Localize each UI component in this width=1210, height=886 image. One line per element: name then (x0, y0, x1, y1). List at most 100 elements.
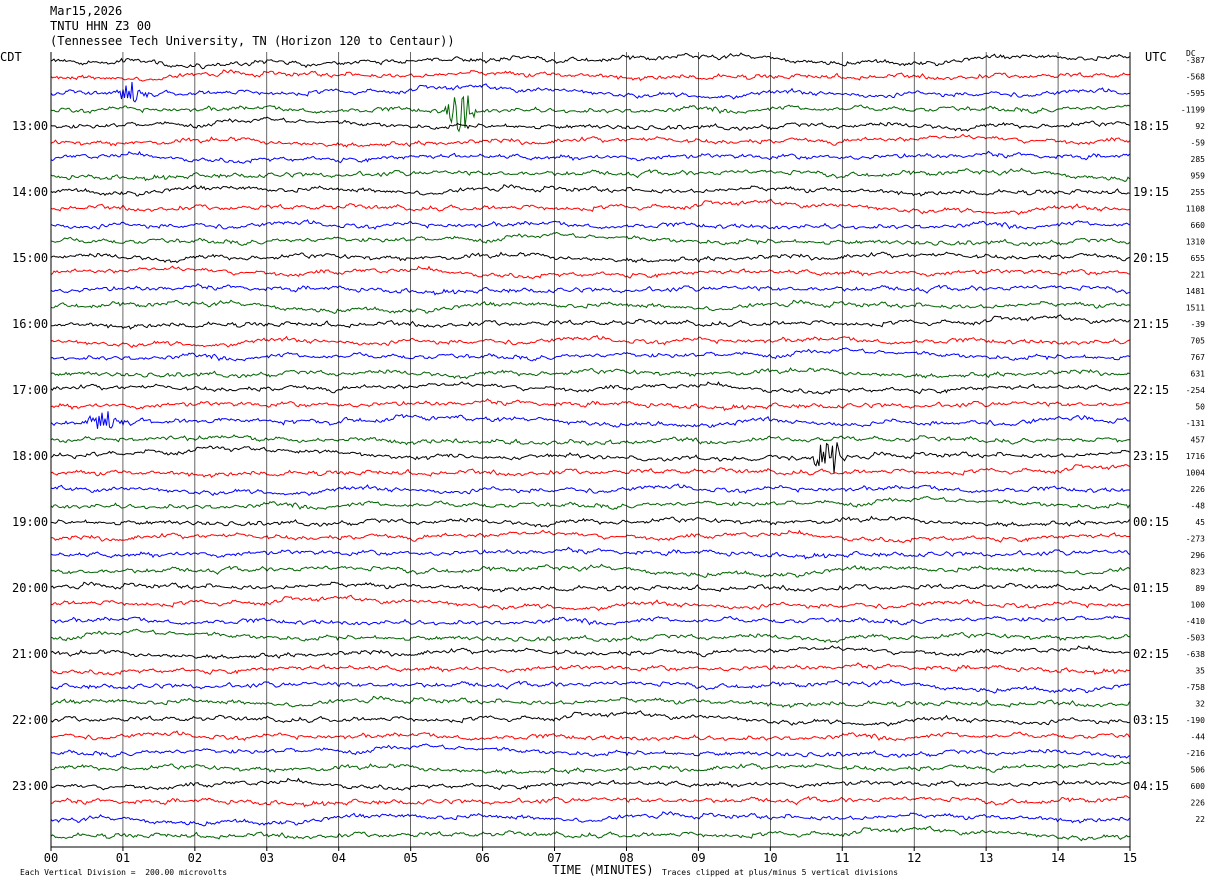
dc-offset-35: -503 (1186, 634, 1205, 643)
dc-offset-28: 45 (1195, 518, 1205, 527)
trace-46 (50, 811, 1130, 827)
dc-offset-14: 1481 (1186, 287, 1205, 296)
trace-27 (50, 495, 1130, 511)
dc-offset-22: -131 (1186, 419, 1205, 428)
trace-10 (50, 219, 1130, 230)
x-tick-label-8: 08 (619, 851, 633, 865)
dc-offset-7: 959 (1191, 172, 1206, 181)
x-tick-label-2: 02 (188, 851, 202, 865)
trace-2 (50, 82, 1130, 103)
right-hour-label-4: 22:15 (1133, 383, 1169, 397)
dc-offset-39: 32 (1195, 700, 1205, 709)
right-hour-label-6: 00:15 (1133, 515, 1169, 529)
trace-44 (50, 777, 1130, 791)
right-hour-label-1: 19:15 (1133, 185, 1169, 199)
left-hour-label-4: 17:00 (12, 383, 48, 397)
x-tick-label-3: 03 (260, 851, 274, 865)
trace-37 (50, 662, 1130, 676)
dc-offset-16: -39 (1191, 320, 1206, 329)
dc-offset-19: 631 (1191, 370, 1206, 379)
dc-offset-34: -410 (1186, 617, 1205, 626)
trace-14 (50, 283, 1130, 296)
trace-31 (50, 563, 1130, 579)
right-hour-label-10: 04:15 (1133, 779, 1169, 793)
left-hour-label-5: 18:00 (12, 449, 48, 463)
dc-offset-18: 767 (1191, 353, 1206, 362)
dc-offset-24: 1716 (1186, 452, 1205, 461)
trace-20 (50, 381, 1130, 395)
trace-9 (50, 198, 1130, 216)
dc-offset-21: 50 (1195, 403, 1205, 412)
trace-41 (50, 730, 1130, 742)
x-tick-label-13: 13 (979, 851, 993, 865)
trace-18 (50, 347, 1130, 362)
dc-offset-1: -568 (1186, 73, 1205, 82)
trace-16 (51, 314, 1130, 330)
grid-layer (50, 52, 1131, 848)
x-tick-label-5: 05 (403, 851, 417, 865)
dc-offset-32: 89 (1195, 584, 1205, 593)
trace-29 (50, 529, 1130, 544)
dc-offset-8: 255 (1191, 188, 1206, 197)
left-hour-label-6: 19:00 (12, 515, 48, 529)
trace-21 (50, 398, 1130, 412)
left-hour-label-7: 20:00 (12, 581, 48, 595)
left-hour-label-8: 21:00 (12, 647, 48, 661)
trace-26 (50, 483, 1130, 497)
dc-offset-11: 1310 (1186, 238, 1205, 247)
trace-11 (50, 231, 1130, 247)
trace-1 (50, 69, 1130, 82)
dc-offset-36: -638 (1186, 650, 1205, 659)
dc-offset-40: -190 (1186, 716, 1205, 725)
right-hour-label-3: 21:15 (1133, 317, 1169, 331)
x-tick-label-12: 12 (907, 851, 921, 865)
header-location: (Tennessee Tech University, TN (Horizon … (50, 34, 455, 48)
right-axis-title: UTC (1145, 50, 1167, 64)
left-hour-label-0: 13:00 (12, 119, 48, 133)
dc-offset-10: 660 (1191, 221, 1206, 230)
x-tick-label-7: 07 (547, 851, 561, 865)
trace-17 (50, 334, 1130, 349)
left-axis-title: CDT (0, 50, 22, 64)
trace-42 (50, 743, 1130, 759)
dc-offset-42: -216 (1186, 749, 1205, 758)
trace-22 (50, 411, 1130, 429)
x-axis-label: TIME (MINUTES) (552, 863, 653, 877)
dc-offset-29: -273 (1186, 535, 1205, 544)
trace-19 (50, 367, 1130, 380)
x-tick-label-10: 10 (763, 851, 777, 865)
trace-40 (50, 710, 1130, 727)
dc-offset-5: -59 (1191, 139, 1206, 148)
dc-offset-13: 221 (1191, 271, 1206, 280)
dc-offset-6: 285 (1191, 155, 1206, 164)
label-layer: 00 01 02 03 04 05 06 07 08 09 10 11 12 13 14 15 TIME (MI… (12, 56, 1205, 877)
trace-33 (50, 594, 1130, 611)
dc-offset-26: 226 (1191, 485, 1206, 494)
dc-offset-2: -595 (1186, 89, 1205, 98)
dc-offset-41: -44 (1191, 733, 1206, 742)
x-tick-label-9: 09 (691, 851, 705, 865)
header-date: Mar15,2026 (50, 4, 123, 18)
trace-34 (50, 615, 1130, 626)
trace-25 (50, 464, 1130, 478)
dc-offset-46: 22 (1195, 815, 1205, 824)
right-hour-label-5: 23:15 (1133, 449, 1169, 463)
dc-offset-9: 1108 (1186, 205, 1205, 214)
trace-8 (50, 184, 1130, 197)
right-hour-label-9: 03:15 (1133, 713, 1169, 727)
right-hour-label-8: 02:15 (1133, 647, 1169, 661)
left-hour-label-2: 15:00 (12, 251, 48, 265)
trace-23 (50, 434, 1130, 446)
dc-offset-20: -254 (1186, 386, 1205, 395)
dc-offset-43: 506 (1191, 766, 1206, 775)
dc-header: DC (1186, 49, 1196, 58)
dc-offset-25: 1004 (1186, 469, 1205, 478)
dc-offset-33: 100 (1191, 601, 1206, 610)
right-hour-label-0: 18:15 (1133, 119, 1169, 133)
trace-5 (50, 133, 1130, 148)
header-station: TNTU HHN Z3 00 (50, 19, 152, 33)
dc-offset-30: 296 (1191, 551, 1206, 560)
trace-35 (50, 628, 1130, 644)
trace-45 (50, 795, 1130, 808)
